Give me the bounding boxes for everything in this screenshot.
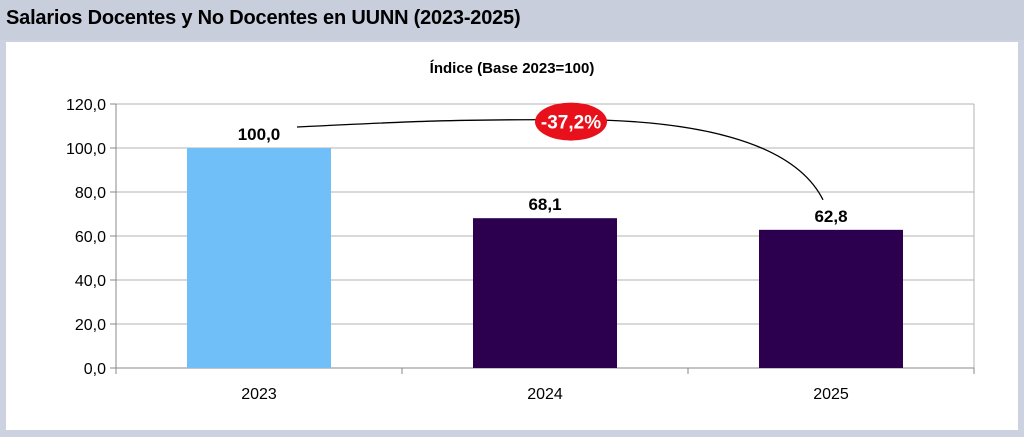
y-tick-label: 120,0 xyxy=(66,97,106,114)
data-label: 62,8 xyxy=(814,207,847,226)
bar xyxy=(187,148,331,368)
header-bar: Salarios Docentes y No Docentes en UUNN … xyxy=(0,0,1024,40)
y-tick-label: 100,0 xyxy=(66,141,106,158)
bar xyxy=(759,229,903,368)
annotation-label: -37,2% xyxy=(541,113,601,134)
x-tick-label: 2024 xyxy=(527,386,563,403)
chart-title: Índice (Base 2023=100) xyxy=(429,60,595,77)
data-label: 100,0 xyxy=(238,125,281,144)
y-tick-label: 0,0 xyxy=(84,361,106,378)
x-tick-label: 2025 xyxy=(813,386,849,403)
y-tick-label: 20,0 xyxy=(75,317,106,334)
bar-chart: 0,0 20,0 40,0 60,0 80,0 100,0 120,0 100,0 2023 68… xyxy=(66,97,975,403)
chart-panel: Índice (Base 2023=100) 0,0 20,0 40,0 60,0 80… xyxy=(6,42,1018,430)
data-label: 68,1 xyxy=(528,195,561,214)
page-title: Salarios Docentes y No Docentes en UUNN … xyxy=(6,7,521,29)
annotation-badge xyxy=(535,102,607,141)
y-tick-label: 60,0 xyxy=(75,229,106,246)
y-tick-label: 40,0 xyxy=(75,273,106,290)
x-tick-label: 2023 xyxy=(241,386,277,403)
y-tick-label: 80,0 xyxy=(75,185,106,202)
bar xyxy=(473,218,617,368)
